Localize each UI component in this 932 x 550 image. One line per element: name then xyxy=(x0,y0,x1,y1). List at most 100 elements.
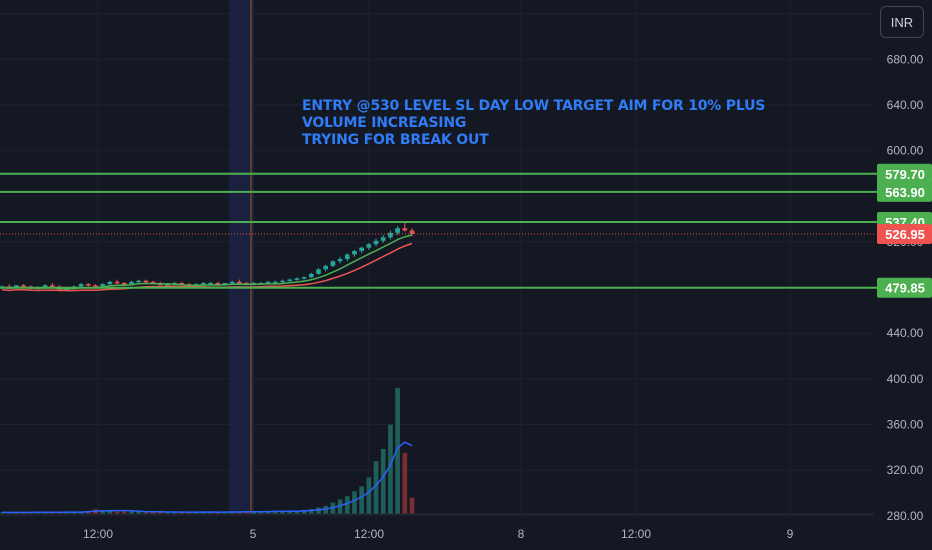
volume-bar xyxy=(201,512,206,514)
x-tick-label: 12:00 xyxy=(621,527,651,541)
volume-ma-line xyxy=(2,441,413,514)
y-tick-label: 400.00 xyxy=(887,372,924,386)
candle-body xyxy=(215,282,221,285)
session-band xyxy=(229,0,254,514)
currency-button[interactable]: INR xyxy=(880,6,924,38)
volume-bar xyxy=(409,497,415,514)
annotation-line-2: VOLUME INCREASING xyxy=(302,115,467,131)
candle-body xyxy=(265,281,271,284)
volume-bar xyxy=(100,509,106,514)
volume-bar xyxy=(395,388,400,514)
volume-bar xyxy=(265,511,271,514)
ma-slow-line xyxy=(1,242,413,292)
chart-annotation: ENTRY @530 LEVEL SL DAY LOW TARGET AIM F… xyxy=(302,98,765,149)
volume-bar xyxy=(316,507,321,514)
candle-body xyxy=(352,251,357,255)
volume-bar xyxy=(0,512,5,514)
price-tag-label: 526.95 xyxy=(885,227,925,242)
candle-body xyxy=(280,280,285,283)
volume-bar xyxy=(229,511,235,514)
candle-body xyxy=(93,285,98,287)
volume-bar xyxy=(287,510,293,514)
candle-body xyxy=(301,277,307,279)
candle-body xyxy=(129,281,134,285)
y-tick-label: 600.00 xyxy=(887,144,924,158)
candle-body xyxy=(121,282,127,285)
candle-body xyxy=(143,280,149,283)
volume-bar xyxy=(380,449,386,514)
x-tick-label: 12:00 xyxy=(354,527,384,541)
volume-bar xyxy=(136,511,142,514)
volume-bar xyxy=(157,512,163,514)
candle-body xyxy=(409,230,415,234)
candle-body xyxy=(78,284,84,287)
candle-body xyxy=(208,282,213,285)
level-price-tag xyxy=(877,181,932,202)
y-tick-label: 640.00 xyxy=(887,98,924,112)
volume-bar xyxy=(28,512,34,514)
candle-body xyxy=(222,282,228,285)
price-tag-label: 479.85 xyxy=(885,281,925,296)
candle-body xyxy=(337,259,343,262)
candle-body xyxy=(179,282,185,285)
horizontal-levels xyxy=(0,172,932,289)
candle-body xyxy=(323,265,329,270)
volume-bar xyxy=(272,510,278,514)
volume-bar xyxy=(373,461,379,514)
annotation-line-1: ENTRY @530 LEVEL SL DAY LOW TARGET AIM F… xyxy=(302,98,766,114)
level-price-tag xyxy=(877,163,932,184)
volume-bar xyxy=(388,424,393,514)
volume-bar xyxy=(14,512,19,514)
level-price-tag xyxy=(877,277,932,298)
candle-body xyxy=(50,285,55,287)
volume-bar xyxy=(165,512,170,514)
volume-bar xyxy=(107,510,113,514)
candle-body xyxy=(165,284,170,286)
annotation-line-3: TRYING FOR BREAK OUT xyxy=(302,132,489,148)
y-tick-label: 440.00 xyxy=(887,326,924,340)
volume-bar xyxy=(215,512,221,514)
volume-bar xyxy=(237,511,242,514)
x-tick-label: 5 xyxy=(250,527,257,541)
volume-bar xyxy=(344,496,350,514)
candle-body xyxy=(388,232,393,238)
candle-body xyxy=(237,281,242,284)
y-tick-label: 360.00 xyxy=(887,417,924,431)
candle-body xyxy=(272,281,278,284)
volume-bar xyxy=(208,511,213,514)
x-tick-label: 8 xyxy=(518,527,525,541)
candle-body xyxy=(316,269,321,274)
volume-bar xyxy=(150,511,156,514)
time-axis: 12:00 5 12:00 8 12:00 9 xyxy=(0,513,874,541)
ma-fast-line xyxy=(1,234,413,290)
volume-bar xyxy=(50,512,55,514)
candle-body xyxy=(402,228,408,231)
candle-body xyxy=(42,285,48,288)
volume-bar xyxy=(42,512,48,514)
volume-bars xyxy=(0,388,415,514)
volume-bar xyxy=(244,511,249,514)
volume-bar xyxy=(57,512,62,514)
price-axis: 280.00320.00360.00400.00440.00480.00520.… xyxy=(887,7,924,523)
volume-bar xyxy=(294,510,300,514)
volume-bar xyxy=(323,505,329,514)
candle-body xyxy=(21,285,26,287)
candle-body xyxy=(107,281,113,285)
candle-body xyxy=(85,284,91,286)
candle-body xyxy=(380,237,386,241)
volume-bar xyxy=(366,477,372,514)
last-price-tag xyxy=(877,223,932,244)
y-tick-label: 680.00 xyxy=(887,52,924,66)
candle-body xyxy=(294,278,300,280)
candle-body xyxy=(114,281,120,284)
volume-bar xyxy=(308,509,314,514)
candle-body xyxy=(395,228,400,233)
volume-bar xyxy=(301,509,307,514)
candle-body xyxy=(14,285,19,288)
volume-bar xyxy=(402,453,408,514)
volume-bar xyxy=(280,511,285,514)
candle-body xyxy=(344,254,350,260)
volume-bar xyxy=(251,511,257,514)
